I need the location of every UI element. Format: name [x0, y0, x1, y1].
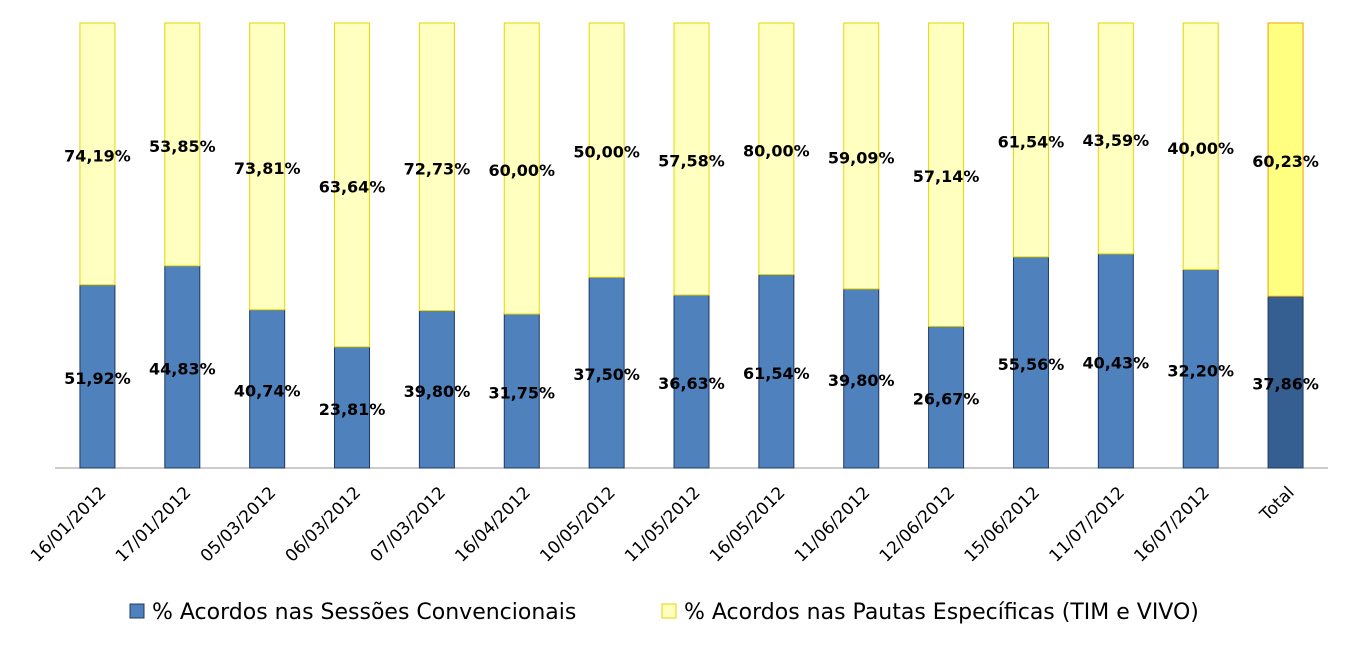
x-tick-label: 16/01/2012 — [27, 483, 110, 566]
bar-segment — [928, 325, 965, 469]
bar-segment — [334, 22, 371, 348]
bar-segment — [1182, 22, 1219, 271]
x-tick-label: 05/03/2012 — [197, 483, 280, 566]
bar-segment — [79, 284, 116, 469]
value-label: 59,09% — [828, 148, 895, 167]
x-tick-label: 10/05/2012 — [536, 483, 619, 566]
value-label: 23,81% — [319, 400, 386, 419]
value-label: 37,86% — [1252, 375, 1319, 394]
value-label: 40,43% — [1083, 353, 1150, 372]
bar-segment — [928, 22, 965, 327]
legend-swatch — [661, 603, 677, 619]
x-tick-label: 16/07/2012 — [1130, 483, 1213, 566]
legend-label: % Acordos nas Sessões Convencionais — [152, 600, 576, 625]
bar-segment — [249, 309, 286, 469]
value-label: 61,54% — [743, 364, 810, 383]
x-tick-label: 16/04/2012 — [451, 483, 534, 566]
x-tick-label: 11/07/2012 — [1045, 483, 1128, 566]
value-label: 39,80% — [404, 382, 471, 401]
x-tick-label: Total — [1256, 483, 1299, 526]
bar-segment — [1267, 295, 1304, 469]
value-label: 63,64% — [319, 177, 386, 196]
bar-segment — [588, 276, 625, 469]
x-tick-label: 12/06/2012 — [876, 483, 959, 566]
value-label: 73,81% — [234, 159, 301, 178]
legend-swatch — [129, 603, 145, 619]
x-tick-label: 07/03/2012 — [367, 483, 450, 566]
bar-segment — [249, 22, 286, 311]
bar-segment — [843, 288, 880, 469]
legend-label: % Acordos nas Pautas Específicas (TIM e … — [684, 600, 1199, 625]
bar-segment — [418, 310, 455, 469]
bar-segment — [1097, 22, 1134, 255]
value-label: 44,83% — [149, 359, 216, 378]
value-label: 61,54% — [998, 132, 1065, 151]
value-label: 31,75% — [488, 384, 555, 403]
bar-segment — [503, 22, 540, 315]
bar-segment — [1012, 22, 1049, 258]
value-label: 60,00% — [488, 161, 555, 180]
bar-segment — [673, 22, 710, 296]
bar-segment — [418, 22, 455, 312]
bar-segment — [758, 274, 795, 469]
bar-segment — [1267, 22, 1304, 297]
value-label: 57,58% — [658, 151, 725, 170]
value-label: 53,85% — [149, 137, 216, 156]
value-label: 37,50% — [573, 365, 640, 384]
value-label: 40,00% — [1167, 139, 1234, 158]
value-label: 80,00% — [743, 141, 810, 160]
x-tick-label: 15/06/2012 — [961, 483, 1044, 566]
bar-segment — [843, 22, 880, 290]
value-label: 55,56% — [998, 355, 1065, 374]
value-label: 72,73% — [404, 159, 471, 178]
bar-segment — [673, 294, 710, 469]
value-label: 43,59% — [1083, 131, 1150, 150]
value-label: 57,14% — [913, 167, 980, 186]
value-label: 40,74% — [234, 381, 301, 400]
bar-segment — [1182, 269, 1219, 469]
bar-segment — [588, 22, 625, 278]
bar-segment — [334, 346, 371, 469]
x-tick-label: 17/01/2012 — [112, 483, 195, 566]
x-tick-label: 11/06/2012 — [791, 483, 874, 566]
bar-segment — [503, 313, 540, 469]
value-label: 60,23% — [1252, 152, 1319, 171]
value-label: 50,00% — [573, 143, 640, 162]
bar-segment — [1012, 256, 1049, 469]
value-label: 32,20% — [1167, 361, 1234, 380]
bar-segment — [758, 22, 795, 276]
bar-segment — [79, 22, 116, 286]
x-tick-label: 06/03/2012 — [282, 483, 365, 566]
value-label: 51,92% — [64, 369, 131, 388]
x-tick-label: 16/05/2012 — [706, 483, 789, 566]
value-label: 39,80% — [828, 371, 895, 390]
value-label: 26,67% — [913, 390, 980, 409]
value-label: 36,63% — [658, 374, 725, 393]
value-label: 74,19% — [64, 146, 131, 165]
bar-segment — [164, 22, 201, 267]
x-tick-label: 11/05/2012 — [621, 483, 704, 566]
